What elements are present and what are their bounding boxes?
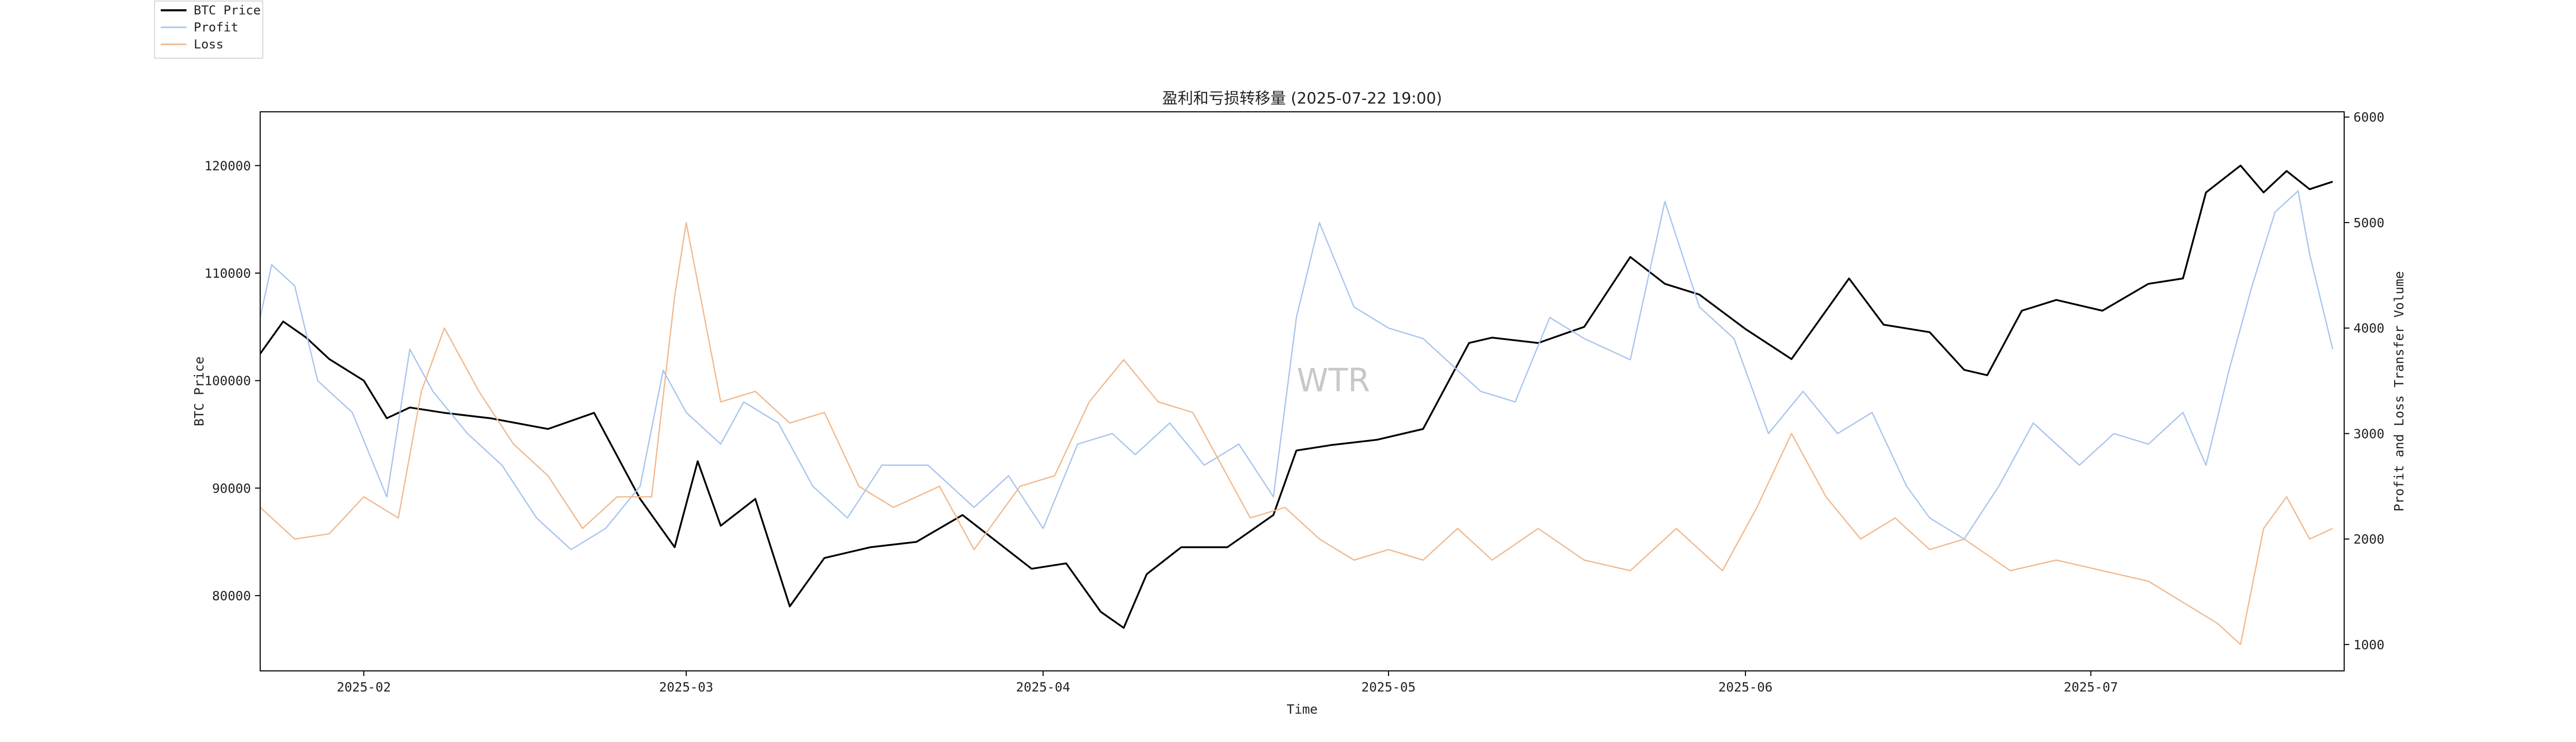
y-right-tick-label: 2000: [2353, 532, 2384, 547]
chart-title: 盈利和亏损转移量 (2025-07-22 19:00): [1162, 90, 1442, 108]
series-layer: [259, 164, 2333, 646]
series-line-profit: [259, 190, 2333, 550]
y-right-tick-label: 1000: [2353, 637, 2384, 652]
series-line-btc-price: [259, 164, 2333, 629]
y-left-tick-label: 80000: [212, 588, 251, 603]
x-tick-label: 2025-05: [1361, 680, 1415, 695]
y-left-tick-label: 90000: [212, 481, 251, 496]
x-tick-label: 2025-03: [659, 680, 713, 695]
x-tick-label: 2025-07: [2064, 680, 2118, 695]
y-left-tick-label: 100000: [205, 374, 251, 389]
watermark: WTR: [1297, 362, 1370, 399]
legend: BTC Price Profit Loss: [154, 1, 263, 59]
y-left-tick-label: 110000: [205, 266, 251, 281]
axes-layer: 2025-02 2025-03 2025-04 2025-05 2025-06 2025-…: [205, 110, 2385, 695]
series-line-loss: [260, 222, 2333, 646]
x-axis-title: Time: [1286, 702, 1317, 717]
y-right-tick-label: 6000: [2353, 110, 2384, 125]
y-axis-left-title: BTC Price: [192, 357, 207, 426]
legend-label: Loss: [194, 37, 224, 52]
y-right-tick-label: 4000: [2353, 321, 2384, 336]
x-tick-label: 2025-04: [1016, 680, 1070, 695]
legend-label: Profit: [194, 20, 239, 35]
legend-label: BTC Price: [194, 3, 261, 18]
plot-frame: [260, 111, 2345, 671]
y-axis-right-title: Profit and Loss Transfer Volume: [2392, 271, 2406, 512]
y-left-tick-label: 120000: [205, 158, 251, 173]
x-tick-label: 2025-02: [336, 680, 391, 695]
y-right-tick-label: 3000: [2353, 426, 2384, 441]
x-tick-label: 2025-06: [1718, 680, 1772, 695]
y-right-tick-label: 5000: [2353, 215, 2384, 230]
